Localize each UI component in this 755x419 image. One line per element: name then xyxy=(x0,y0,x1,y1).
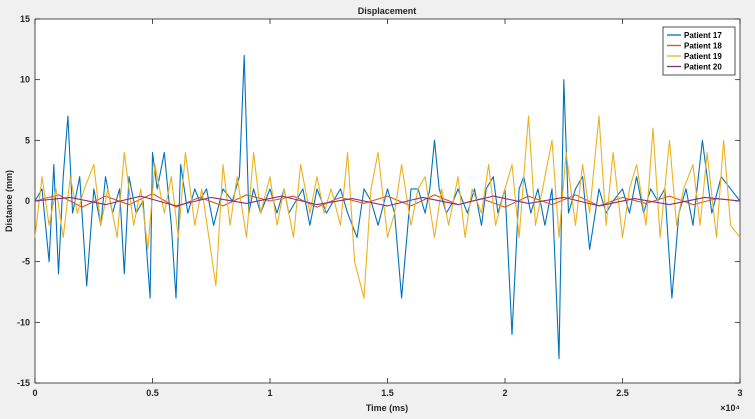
legend-label: Patient 18 xyxy=(684,42,722,51)
y-tick-label: 15 xyxy=(20,14,30,24)
x-tick-label: 0 xyxy=(32,388,37,398)
legend-label: Patient 17 xyxy=(684,31,722,40)
series-line-patient-17 xyxy=(34,54,741,360)
y-tick-label: -10 xyxy=(17,317,30,327)
y-tick-label: -5 xyxy=(22,257,30,267)
legend-label: Patient 20 xyxy=(684,63,722,72)
y-tick-label: 5 xyxy=(25,135,30,145)
x-tick-label: 0.5 xyxy=(146,388,159,398)
x-tick-label: 2.5 xyxy=(616,388,629,398)
axis-ticks: 0 0.5 1 1.5 2 2.5 3 -15 -10 -5 0 5 10 15 xyxy=(17,14,743,398)
chart-title: Displacement xyxy=(358,6,417,16)
x-tick-label: 3 xyxy=(737,388,742,398)
y-tick-label: -15 xyxy=(17,378,30,388)
x-tick-label: 1 xyxy=(267,388,272,398)
x-tick-label: 1.5 xyxy=(381,388,394,398)
series-line-patient-19 xyxy=(34,115,741,299)
x-axis-label: Time (ms) xyxy=(366,403,408,413)
y-tick-label: 0 xyxy=(25,196,30,206)
y-tick-label: 10 xyxy=(20,75,30,85)
plot-area xyxy=(34,18,741,384)
series-line-patient-20 xyxy=(34,195,741,207)
x-axis-exponent: ×10⁴ xyxy=(720,403,740,413)
x-tick-label: 2 xyxy=(502,388,507,398)
y-axis-label: Distance (mm) xyxy=(4,170,14,232)
series-layer xyxy=(34,54,741,360)
legend-label: Patient 19 xyxy=(684,52,722,61)
